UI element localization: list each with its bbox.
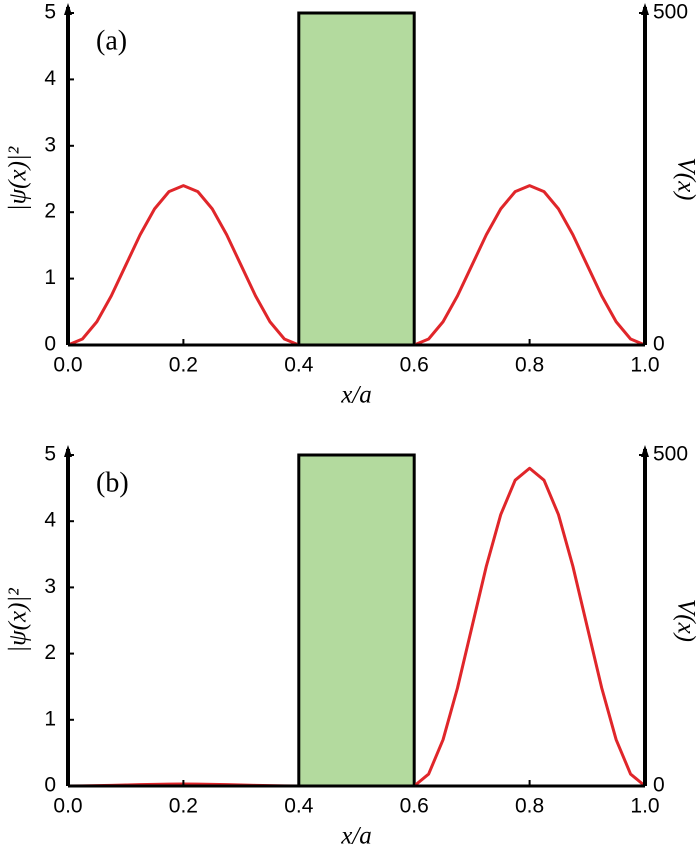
panel-label: (a) <box>96 25 127 56</box>
y2-axis-label: V(x) <box>672 599 699 642</box>
y2-tick-label: 0 <box>653 333 665 356</box>
y-tick-label: 2 <box>44 641 56 664</box>
y-tick-label: 0 <box>44 774 56 797</box>
y-tick-label: 1 <box>44 266 56 289</box>
barrier <box>297 11 416 347</box>
x-tick-label: 1.0 <box>630 795 659 818</box>
y2-tick-label: 500 <box>653 1 688 24</box>
x-tick-label: 0.0 <box>53 354 82 377</box>
y-tick-label: 3 <box>44 575 56 598</box>
x-tick-label: 0.2 <box>169 354 198 377</box>
y-tick-label: 5 <box>44 1 56 24</box>
y-axis-label: |ψ(x)|² <box>5 146 32 211</box>
x-tick-label: 0.2 <box>169 795 198 818</box>
x-axis-label: x/a <box>340 382 372 409</box>
y2-axis-label: V(x) <box>672 157 699 200</box>
y-tick-label: 4 <box>44 509 56 532</box>
x-axis-label: x/a <box>340 823 372 849</box>
x-tick-label: 0.8 <box>515 354 544 377</box>
x-tick-label: 0.6 <box>400 354 429 377</box>
y-tick-label: 5 <box>44 443 56 466</box>
panel-label: (b) <box>96 467 129 498</box>
y-tick-label: 1 <box>44 707 56 730</box>
y2-tick-label: 0 <box>653 774 665 797</box>
y2-tick-label: 500 <box>653 443 688 466</box>
y-tick-label: 2 <box>44 200 56 223</box>
y-axis-label: |ψ(x)|² <box>5 588 32 653</box>
y-tick-label: 0 <box>44 333 56 356</box>
x-tick-label: 0.0 <box>53 795 82 818</box>
y-tick-label: 4 <box>44 67 56 90</box>
x-tick-label: 0.8 <box>515 795 544 818</box>
x-tick-label: 1.0 <box>630 354 659 377</box>
barrier <box>297 453 416 788</box>
y-tick-label: 3 <box>44 133 56 156</box>
x-tick-label: 0.6 <box>400 795 429 818</box>
x-tick-label: 0.4 <box>284 795 314 818</box>
x-tick-label: 0.4 <box>284 354 314 377</box>
